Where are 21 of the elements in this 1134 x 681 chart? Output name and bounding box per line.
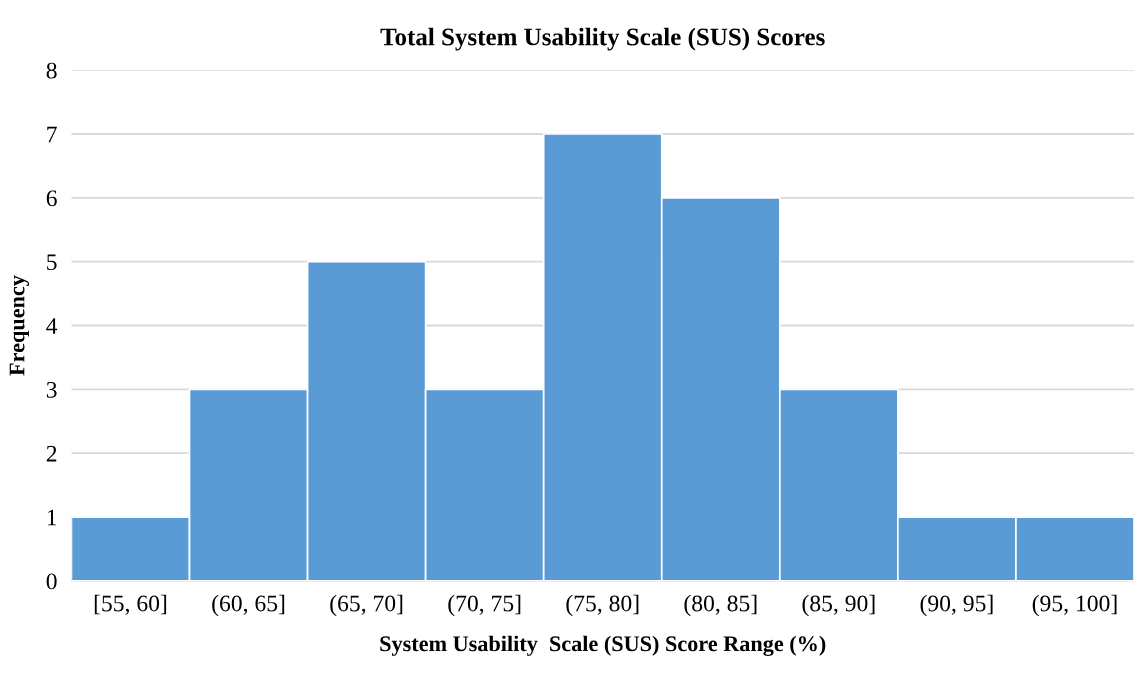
y-tick-label: 8 xyxy=(46,62,57,79)
y-tick-label: 1 xyxy=(47,509,57,526)
x-tick-label: (65, 70] xyxy=(330,594,403,617)
x-tick-label: (75, 80] xyxy=(566,594,639,617)
chart-title: Total System Usability Scale (SUS) Scores xyxy=(380,27,825,51)
x-tick-label: (95, 100] xyxy=(1032,594,1117,617)
x-tick-label: (85, 90] xyxy=(802,594,875,617)
y-tick-label: 7 xyxy=(47,126,57,143)
y-tick-label: 2 xyxy=(46,445,57,462)
y-tick-label: 4 xyxy=(46,318,58,334)
y-tick-label: 6 xyxy=(46,190,57,207)
x-axis-title: System Usability Scale (SUS) Score Range (%) xyxy=(380,635,826,656)
y-axis-title: Frequency xyxy=(9,275,30,376)
x-tick-label: [55, 60] xyxy=(94,594,167,615)
y-tick-label: 0 xyxy=(46,573,57,590)
x-tick-label: (90, 95] xyxy=(920,594,993,617)
y-tick-label: 3 xyxy=(46,381,57,398)
x-tick-label: (80, 85] xyxy=(684,594,757,617)
x-tick-label: (70, 75] xyxy=(448,594,521,617)
x-tick-label: (60, 65] xyxy=(212,594,285,617)
y-tick-label: 5 xyxy=(47,254,57,271)
